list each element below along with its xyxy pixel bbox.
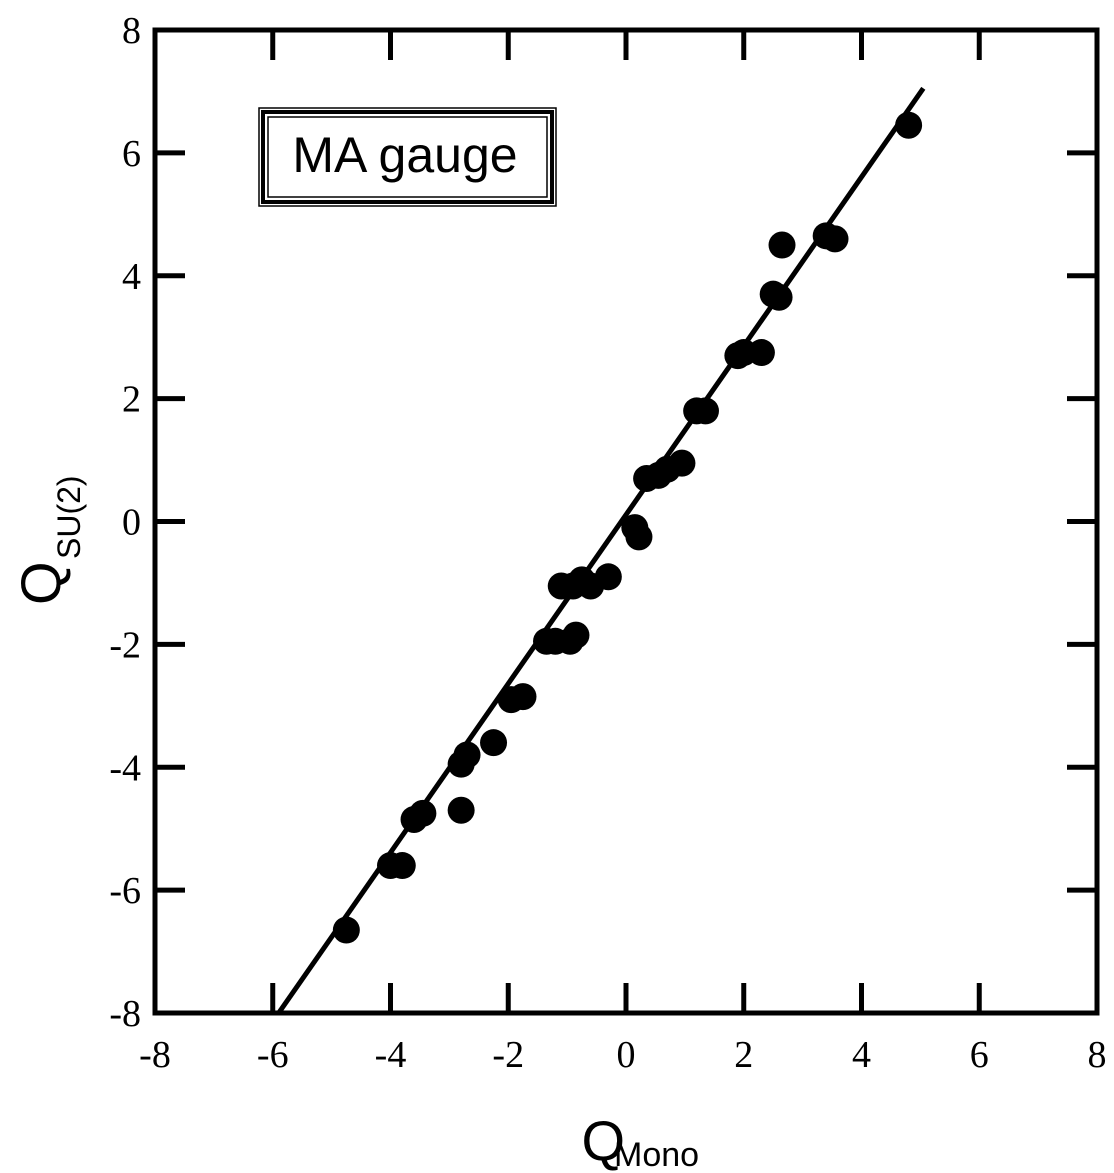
plot-frame — [152, 27, 1100, 1016]
y-axis-title: Q — [9, 561, 72, 605]
y-tick-label: 0 — [122, 502, 141, 544]
data-point — [821, 225, 849, 253]
legend-label: MA gauge — [292, 127, 517, 183]
y-tick-label: 8 — [122, 10, 141, 52]
data-point — [668, 449, 696, 477]
data-point — [453, 741, 481, 769]
tick-marks — [155, 30, 1097, 1013]
data-point — [625, 523, 653, 551]
legend-box: MA gauge — [258, 107, 557, 207]
data-point — [388, 852, 416, 880]
y-tick-label: 2 — [122, 379, 141, 421]
data-point — [768, 231, 796, 259]
y-tick-label: -6 — [109, 870, 141, 912]
x-tick-label: 2 — [734, 1034, 753, 1076]
data-point — [480, 729, 508, 757]
y-tick-label: -8 — [109, 993, 141, 1035]
data-point — [447, 796, 475, 824]
data-point — [895, 111, 923, 139]
x-axis-title-subscript: Mono — [614, 1136, 699, 1173]
data-point — [332, 916, 360, 944]
x-tick-label: -4 — [375, 1034, 407, 1076]
x-tick-label: -6 — [257, 1034, 289, 1076]
x-tick-label: 4 — [852, 1034, 871, 1076]
data-point — [691, 397, 719, 425]
y-tick-label: 6 — [122, 133, 141, 175]
x-tick-label: 6 — [970, 1034, 989, 1076]
data-point — [765, 283, 793, 311]
data-point — [747, 339, 775, 367]
y-axis-title-group: Q SU(2) — [9, 475, 87, 605]
y-tick-label: -2 — [109, 624, 141, 666]
x-tick-label: -8 — [139, 1034, 171, 1076]
x-tick-label: 8 — [1088, 1034, 1107, 1076]
y-tick-label: 4 — [122, 256, 141, 298]
data-points — [332, 111, 923, 944]
data-point — [562, 621, 590, 649]
data-point — [509, 683, 537, 711]
x-tick-label: 0 — [617, 1034, 636, 1076]
x-axis-title: Q — [581, 1109, 625, 1172]
x-tick-label: -2 — [492, 1034, 524, 1076]
data-point — [594, 563, 622, 591]
data-point — [409, 799, 437, 827]
tick-labels: -8 -6 -4 -2 0 2 4 6 8 -8 -6 -4 -2 0 2 4 6 8 — [109, 10, 1106, 1076]
y-axis-title-subscript: SU(2) — [51, 475, 87, 559]
y-tick-label: -4 — [109, 747, 141, 789]
